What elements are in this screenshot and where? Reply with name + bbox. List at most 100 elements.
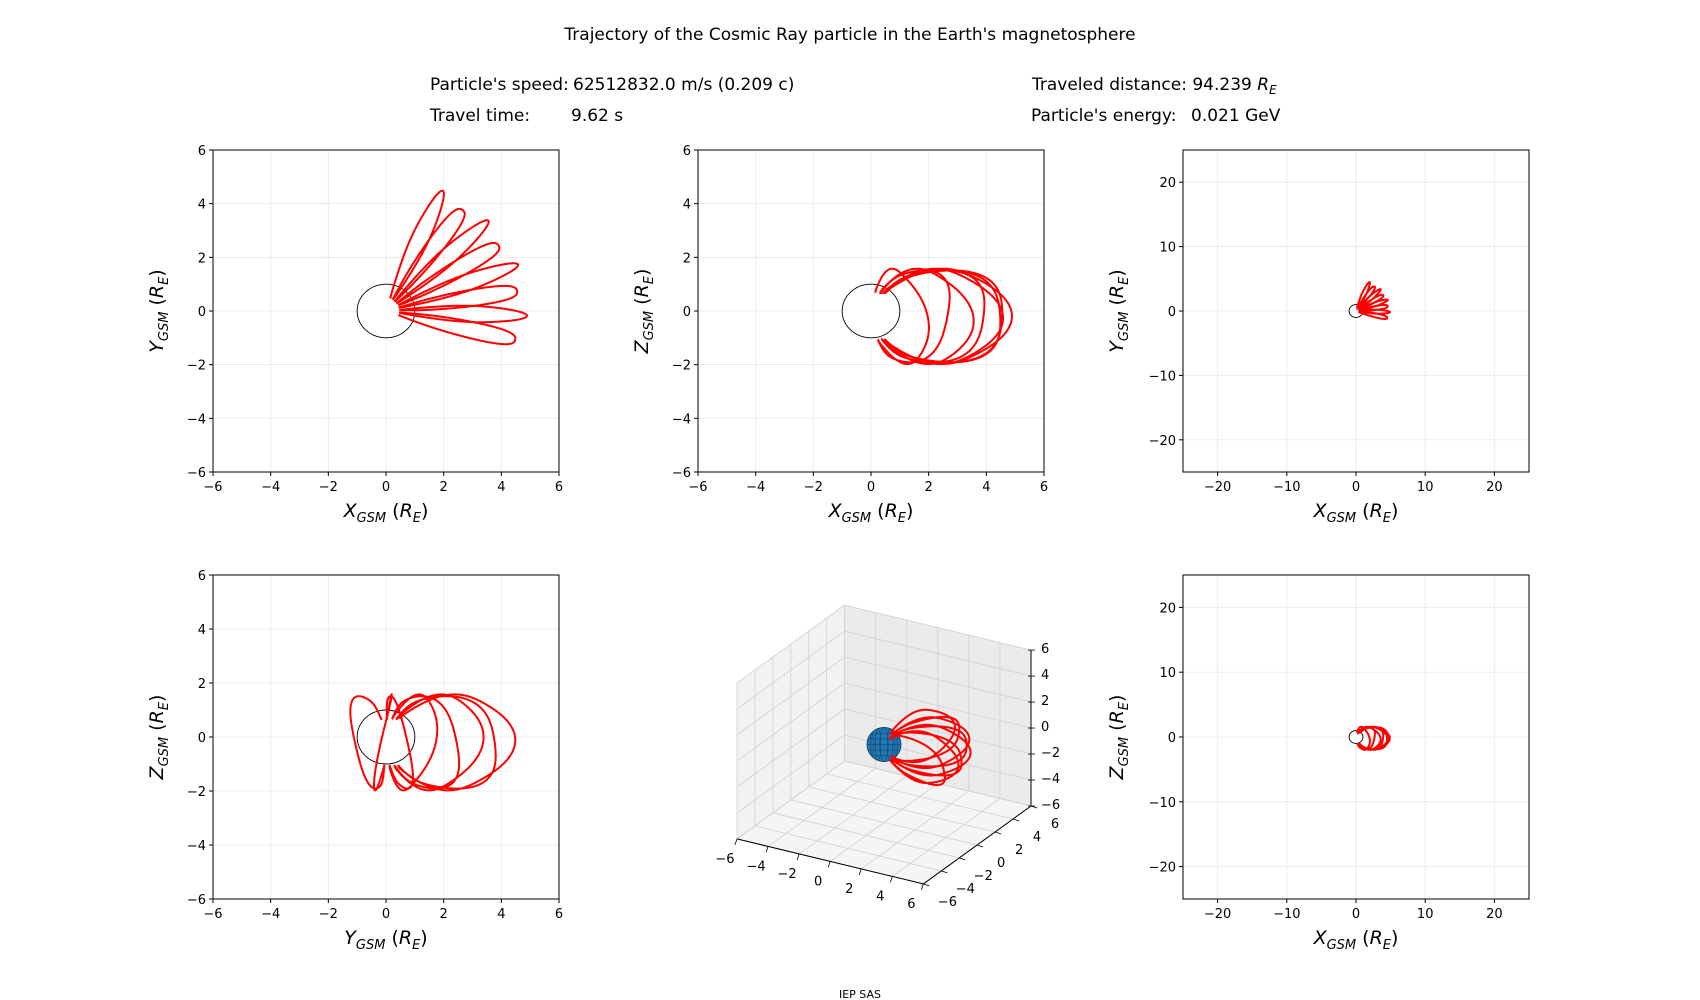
y-tick-label: 2 [198,251,206,266]
y-tick [995,831,1002,835]
earth-outline [841,283,901,339]
y-tick [977,844,984,848]
z-tick-label: 2 [1041,694,1049,709]
x-tick-label: −6 [688,480,707,495]
label-paren: ) [1391,500,1398,522]
label-var: X [343,500,358,522]
y-tick-label: 6 [198,569,206,584]
label-unit: R [1106,285,1128,298]
y-tick-label: 6 [683,144,691,159]
x-tick-label: 0 [814,874,822,889]
x-tick-label: −10 [1273,907,1300,922]
label-unit: R [400,500,413,522]
x-tick-label: 4 [876,889,884,904]
distance-unit: R [1257,75,1269,95]
x-axis-label: XGSM (RE) [1313,927,1399,953]
distance-unit-sub: E [1269,83,1277,97]
label-sub: GSM [357,511,387,526]
grid-line [826,773,1014,820]
trajectory-line [1355,281,1391,320]
energy-label: Particle's energy: [1031,106,1176,126]
y-tick-label: −20 [1149,861,1176,876]
axes-frame [697,149,1045,473]
label-unit_sub: E [898,511,907,526]
x-tick-label: 4 [497,907,505,922]
label-paren: ) [420,927,427,949]
x-tick-label: −2 [319,907,338,922]
label-sub: GSM [1117,737,1132,767]
x-tick-label: −6 [203,907,222,922]
distance-value: 94.239 [1192,75,1251,95]
label-paren: ) [146,695,168,702]
y-tick-label: 4 [683,198,691,213]
x-tick [858,868,862,876]
label-unit: R [1106,710,1128,723]
x-tick-label: 20 [1486,480,1503,495]
x-tick-label: 10 [1417,907,1434,922]
trajectory-line [389,189,529,346]
x-tick-label: 2 [440,907,448,922]
y-tick-label: −2 [187,359,206,374]
label-paren: ( [631,297,653,310]
y-tick-label: −4 [187,839,206,854]
y-tick-label: −4 [187,412,206,427]
label-unit: R [885,500,898,522]
x-tick-label: −10 [1273,480,1300,495]
x-tick-label: 2 [440,480,448,495]
y-tick-label: −4 [672,412,691,427]
x-tick-label: 0 [1352,907,1360,922]
label-paren: ( [146,298,168,311]
y-tick-label: 0 [198,731,206,746]
label-var: Y [344,927,357,949]
x-tick-label: −6 [203,480,222,495]
y-tick-label: −2 [672,359,691,374]
label-unit_sub: E [1383,938,1392,953]
label-sub: GSM [1327,938,1357,953]
y-tick [923,883,930,887]
y-tick-label: 0 [997,856,1005,871]
x-tick [921,883,924,891]
energy-value: 0.021 GeV [1191,106,1281,126]
trajectory-line [1356,725,1391,751]
x-tick [765,846,769,853]
y-tick-label: 0 [683,305,691,320]
label-unit: R [146,710,168,723]
y-tick-label: −10 [1149,796,1176,811]
y-tick-label: 10 [1159,241,1176,256]
figure-title: Trajectory of the Cosmic Ray particle in… [563,25,1135,45]
y-tick-label: −2 [187,785,206,800]
grid-line [736,630,845,710]
y-tick-label: 6 [1051,817,1059,832]
label-unit_sub: E [1117,276,1132,285]
y-tick-label: −6 [187,893,206,908]
y-tick-label: 2 [1015,843,1023,858]
y-tick-label: 0 [1168,731,1176,746]
label-var: X [1313,500,1328,522]
y-tick-label: 2 [683,251,691,266]
label-var: Y [146,340,168,353]
label-sub: GSM [356,938,386,953]
label-unit: R [399,927,412,949]
label-paren: ( [146,723,168,736]
distance-label: Traveled distance: [1031,75,1187,95]
x-tick-label: −4 [746,859,765,874]
label-sub: GSM [1117,312,1132,342]
y-tick-label: 0 [1168,305,1176,320]
label-unit_sub: E [157,701,172,710]
x-tick-label: −20 [1204,907,1231,922]
grid-line [844,630,1032,677]
axes-frame [1182,574,1530,900]
x-tick [827,861,831,868]
time-label: Travel time: [429,106,530,126]
label-var: Z [631,339,653,354]
label-paren: ) [421,500,428,522]
label-unit_sub: E [413,511,422,526]
x-tick-label: −20 [1204,480,1231,495]
label-paren: ) [146,269,168,276]
x-tick [734,838,738,846]
y-tick [1030,805,1038,809]
label-paren: ( [385,927,398,949]
